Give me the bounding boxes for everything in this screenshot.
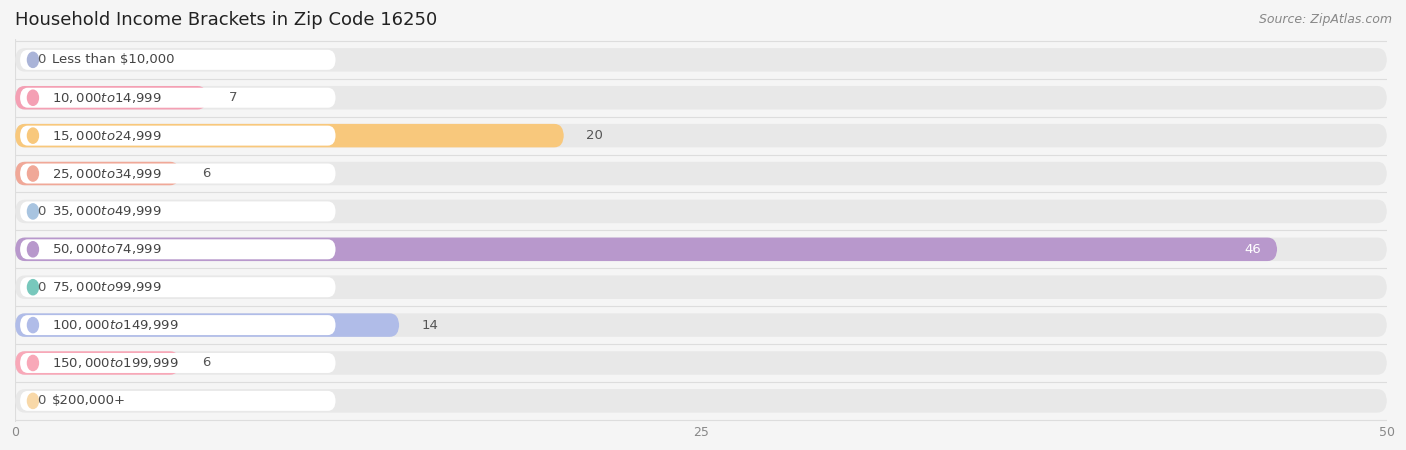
Text: $150,000 to $199,999: $150,000 to $199,999	[52, 356, 179, 370]
FancyBboxPatch shape	[15, 86, 1386, 109]
FancyBboxPatch shape	[20, 391, 336, 411]
Circle shape	[28, 393, 38, 409]
Text: 6: 6	[201, 167, 209, 180]
Text: $200,000+: $200,000+	[52, 394, 127, 407]
Circle shape	[28, 128, 38, 143]
Text: Household Income Brackets in Zip Code 16250: Household Income Brackets in Zip Code 16…	[15, 11, 437, 29]
Text: 7: 7	[229, 91, 238, 104]
Text: $25,000 to $34,999: $25,000 to $34,999	[52, 166, 162, 180]
FancyBboxPatch shape	[15, 313, 1386, 337]
Text: Less than $10,000: Less than $10,000	[52, 54, 174, 66]
FancyBboxPatch shape	[20, 126, 336, 146]
Circle shape	[28, 166, 38, 181]
FancyBboxPatch shape	[15, 275, 1386, 299]
FancyBboxPatch shape	[20, 163, 336, 184]
Circle shape	[28, 90, 38, 105]
Text: $15,000 to $24,999: $15,000 to $24,999	[52, 129, 162, 143]
Text: 14: 14	[422, 319, 439, 332]
Text: 20: 20	[586, 129, 603, 142]
Text: 46: 46	[1244, 243, 1261, 256]
Circle shape	[28, 52, 38, 68]
FancyBboxPatch shape	[15, 313, 399, 337]
FancyBboxPatch shape	[15, 238, 1386, 261]
Circle shape	[28, 204, 38, 219]
Text: $50,000 to $74,999: $50,000 to $74,999	[52, 242, 162, 256]
FancyBboxPatch shape	[15, 162, 1386, 185]
FancyBboxPatch shape	[15, 86, 207, 109]
FancyBboxPatch shape	[15, 351, 1386, 375]
Circle shape	[28, 356, 38, 371]
FancyBboxPatch shape	[15, 124, 564, 147]
FancyBboxPatch shape	[15, 124, 1386, 147]
FancyBboxPatch shape	[20, 239, 336, 259]
FancyBboxPatch shape	[20, 353, 336, 373]
FancyBboxPatch shape	[15, 389, 1386, 413]
Text: $35,000 to $49,999: $35,000 to $49,999	[52, 204, 162, 218]
Text: $75,000 to $99,999: $75,000 to $99,999	[52, 280, 162, 294]
FancyBboxPatch shape	[15, 200, 1386, 223]
Text: 0: 0	[37, 281, 45, 294]
FancyBboxPatch shape	[20, 202, 336, 221]
Circle shape	[28, 318, 38, 333]
FancyBboxPatch shape	[20, 50, 336, 70]
FancyBboxPatch shape	[15, 48, 1386, 72]
Circle shape	[28, 279, 38, 295]
Text: 0: 0	[37, 205, 45, 218]
FancyBboxPatch shape	[20, 88, 336, 108]
Text: Source: ZipAtlas.com: Source: ZipAtlas.com	[1258, 14, 1392, 27]
Text: 6: 6	[201, 356, 209, 369]
FancyBboxPatch shape	[15, 162, 180, 185]
FancyBboxPatch shape	[15, 238, 1277, 261]
FancyBboxPatch shape	[15, 351, 180, 375]
Text: $10,000 to $14,999: $10,000 to $14,999	[52, 91, 162, 105]
Text: $100,000 to $149,999: $100,000 to $149,999	[52, 318, 179, 332]
Circle shape	[28, 242, 38, 257]
FancyBboxPatch shape	[20, 277, 336, 297]
Text: 0: 0	[37, 394, 45, 407]
Text: 0: 0	[37, 54, 45, 66]
FancyBboxPatch shape	[20, 315, 336, 335]
